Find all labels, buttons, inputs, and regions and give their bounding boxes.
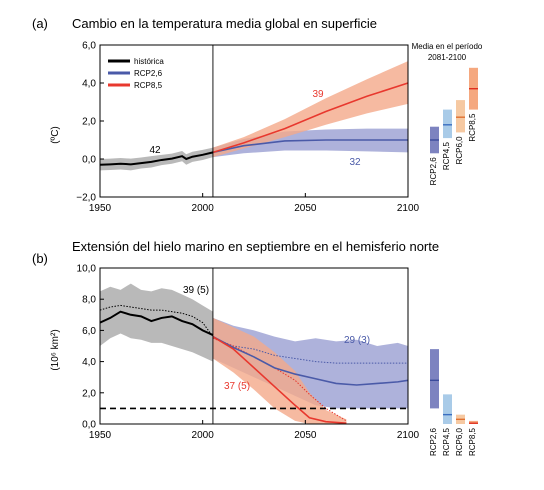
x-tick-label: 1950 bbox=[89, 430, 112, 441]
series-line-2 bbox=[212, 82, 409, 154]
subset-line-0 bbox=[99, 304, 214, 337]
x-tick-label: 2050 bbox=[294, 430, 317, 441]
side-panel-period: 2081-2100 bbox=[428, 53, 467, 62]
panel-b-label: (b) bbox=[32, 251, 48, 266]
side-bar-label: RCP6,0 bbox=[455, 427, 464, 456]
side-bar-label: RCP6,0 bbox=[455, 136, 464, 165]
series-line-2 bbox=[212, 335, 347, 425]
y-tick-label: 4,0 bbox=[82, 79, 96, 90]
series-line-1 bbox=[212, 335, 409, 386]
model-count-label: 39 (5) bbox=[183, 285, 209, 296]
plot-frame bbox=[99, 267, 409, 425]
side-bar bbox=[430, 349, 439, 409]
y-tick-label: 2,0 bbox=[82, 117, 96, 128]
series-line-0 bbox=[99, 151, 214, 166]
panel-a-side-panel: Media en el período 2081-2100 RCP2,6 RCP4… bbox=[412, 42, 483, 185]
x-tick-label: 2100 bbox=[397, 203, 420, 214]
panel-a-ylabel: (ºC) bbox=[50, 126, 61, 144]
side-bar bbox=[469, 420, 478, 424]
side-bar bbox=[443, 394, 452, 424]
legend-label: histórica bbox=[134, 57, 164, 66]
series-line-1 bbox=[212, 139, 408, 154]
x-tick-label: 2000 bbox=[192, 203, 215, 214]
band-1 bbox=[212, 317, 408, 409]
y-tick-label: 6,0 bbox=[82, 326, 96, 337]
side-bar bbox=[456, 100, 465, 133]
y-tick-label: 8,0 bbox=[82, 295, 96, 306]
panel-a-label: (a) bbox=[32, 16, 48, 31]
side-bar-label: RCP8,5 bbox=[468, 113, 477, 142]
side-panel-title: Media en el período bbox=[412, 42, 483, 51]
band-0 bbox=[100, 283, 213, 362]
panel-b-side-panel: RCP2,6 RCP4,5 RCP6,0 RCP8,5 bbox=[429, 349, 478, 456]
plot-frame bbox=[99, 44, 409, 198]
subset-line-1 bbox=[212, 337, 408, 364]
panel-b-title: Extensión del hielo marino en septiembre… bbox=[72, 239, 439, 254]
model-count-label: 39 bbox=[312, 89, 324, 100]
side-bar-label: RCP8,5 bbox=[468, 427, 477, 456]
panel-b-plot: 1950 2000 2050 2100 0,0 2,0 4,0 6,0 8,0 10,0 39 (5… bbox=[77, 264, 420, 442]
y-tick-label: 6,0 bbox=[82, 41, 96, 52]
y-tick-label: 0,0 bbox=[82, 155, 96, 166]
side-bar-label: RCP2,6 bbox=[429, 157, 438, 186]
y-tick-label: 2,0 bbox=[82, 388, 96, 399]
side-bar bbox=[443, 109, 452, 139]
y-tick-label: 0,0 bbox=[82, 420, 96, 431]
panel-a-plot: 1950 2000 2050 2100 −2,0 0,0 2,0 4,0 6,0 42 32 39 hi… bbox=[76, 41, 419, 215]
model-count-label: 29 (3) bbox=[344, 335, 370, 346]
band-2 bbox=[212, 61, 408, 158]
series-line-0 bbox=[99, 310, 214, 336]
y-tick-label: 10,0 bbox=[77, 264, 97, 275]
side-bar-label: RCP2,6 bbox=[429, 427, 438, 456]
y-tick-label: 4,0 bbox=[82, 357, 96, 368]
x-tick-label: 2000 bbox=[192, 430, 215, 441]
legend-label: RCP2,6 bbox=[134, 69, 163, 78]
legend-label: RCP8,5 bbox=[134, 81, 163, 90]
model-count-label: 37 (5) bbox=[224, 381, 250, 392]
y-tick-label: −2,0 bbox=[76, 193, 96, 204]
side-bar-label: RCP4,5 bbox=[442, 427, 451, 456]
x-tick-label: 2100 bbox=[397, 430, 420, 441]
x-tick-label: 2050 bbox=[294, 203, 317, 214]
panel-a-title: Cambio en la temperatura media global en… bbox=[72, 16, 377, 31]
model-count-label: 32 bbox=[349, 157, 361, 168]
model-count-label: 42 bbox=[149, 145, 161, 156]
side-bar-label: RCP4,5 bbox=[442, 142, 451, 171]
panel-b-ylabel: (10⁶ km²) bbox=[50, 329, 61, 370]
x-tick-label: 1950 bbox=[89, 203, 112, 214]
